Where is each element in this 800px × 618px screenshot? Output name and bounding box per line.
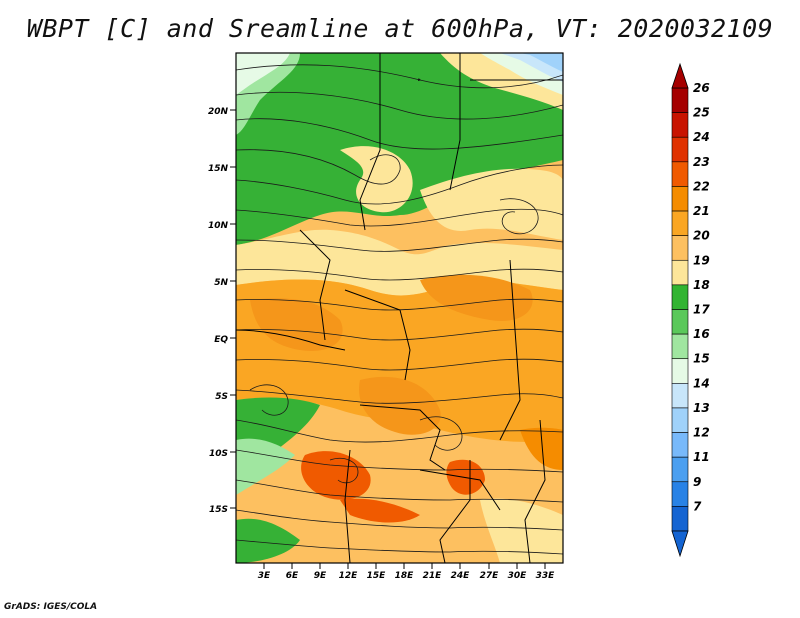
lon-label: 6E [286,571,299,581]
colorbar-label: 15 [693,352,710,366]
field-orange-east [420,274,533,321]
lon-label: 24E [451,571,471,581]
colorbar-labels: 26 25 24 23 22 21 20 19 18 17 16 15 14 13 12 11 9 7 [693,81,710,513]
colorbar-label: 22 [693,179,710,193]
map-title: WBPT [C] and Sreamline at 600hPa, VT: 20… [26,14,774,43]
latitude-axis: 20N 15N 10N 5N EQ 5S 10S 15S [208,107,236,515]
field-cream-se [480,498,563,563]
longitude-axis: 3E 6E 9E 12E 15E 18E 21E 24E 27E 30E 33E [258,563,555,581]
colorbar-label: 18 [693,278,710,292]
lon-label: 27E [480,571,500,581]
colorbar-swatch [671,456,689,483]
colorbar-swatch [671,407,689,433]
field-orange-west [250,298,343,351]
colorbar: 26 25 24 23 22 21 20 19 18 17 16 15 14 13 12 11 9 7 [671,62,710,558]
plot-frame [235,52,564,564]
lon-label: 15E [367,571,387,581]
colorbar-swatch [671,506,689,532]
colorbar-label: 25 [693,106,710,120]
colorbar-label: 20 [693,229,710,243]
colorbar-swatch [671,383,689,409]
colorbar-swatch [671,136,689,163]
colorbar-label: 21 [693,204,710,218]
field-pale-nw [236,53,290,95]
lon-label: 33E [536,571,556,581]
country-boundaries [236,53,563,563]
colorbar-label: 7 [693,499,702,513]
streamlines [236,64,563,555]
grads-credit: GrADS: IGES/COLA [4,602,98,612]
colorbar-swatch [671,432,689,458]
field-blue-ne [520,53,563,72]
lat-label: 5N [214,278,228,288]
colorbar-swatch [671,259,689,286]
colorbar-label: 26 [693,81,710,95]
field-light-green-south [236,438,295,495]
lat-label: 10N [208,221,229,231]
colorbar-swatch [671,358,689,384]
wbpt-field [236,53,563,563]
field-red-spot-south [340,498,420,523]
colorbar-label: 11 [693,450,710,464]
lon-label: 18E [395,571,415,581]
lon-label: 9E [314,571,327,581]
lon-label: 30E [508,571,528,581]
colorbar-swatch [671,333,689,360]
colorbar-label: 24 [693,130,710,144]
colorbar-label: 9 [693,475,701,489]
colorbar-swatches [671,87,689,532]
colorbar-label: 12 [693,426,710,440]
colorbar-swatch [671,309,689,335]
colorbar-label: 19 [693,253,710,267]
field-green-sw [236,518,300,563]
field-cream-vortex [340,146,413,213]
colorbar-label: 17 [693,303,710,317]
lat-label: 20N [208,107,229,117]
lat-label: EQ [214,335,228,345]
lon-label: 21E [423,571,443,581]
lat-label: 5S [215,392,228,402]
field-orange-se [520,427,563,470]
lat-label: 15N [208,164,229,174]
lat-label: 15S [209,505,228,515]
colorbar-swatch [671,481,689,507]
colorbar-label: 13 [693,401,710,415]
lon-label: 3E [258,571,271,581]
lon-label: 12E [339,571,359,581]
colorbar-top-arrow [671,62,689,89]
colorbar-swatch [671,161,689,187]
colorbar-label: 14 [693,376,710,390]
colorbar-swatch [671,210,689,236]
colorbar-swatch [671,112,689,138]
colorbar-label: 23 [693,155,710,169]
colorbar-swatch [671,235,689,261]
colorbar-swatch [671,87,689,113]
colorbar-swatch [671,284,689,310]
colorbar-label: 16 [693,327,710,341]
colorbar-bottom-arrow [671,530,689,558]
colorbar-swatch [671,186,689,212]
field-green-north [236,53,563,245]
lat-label: 10S [209,449,228,459]
